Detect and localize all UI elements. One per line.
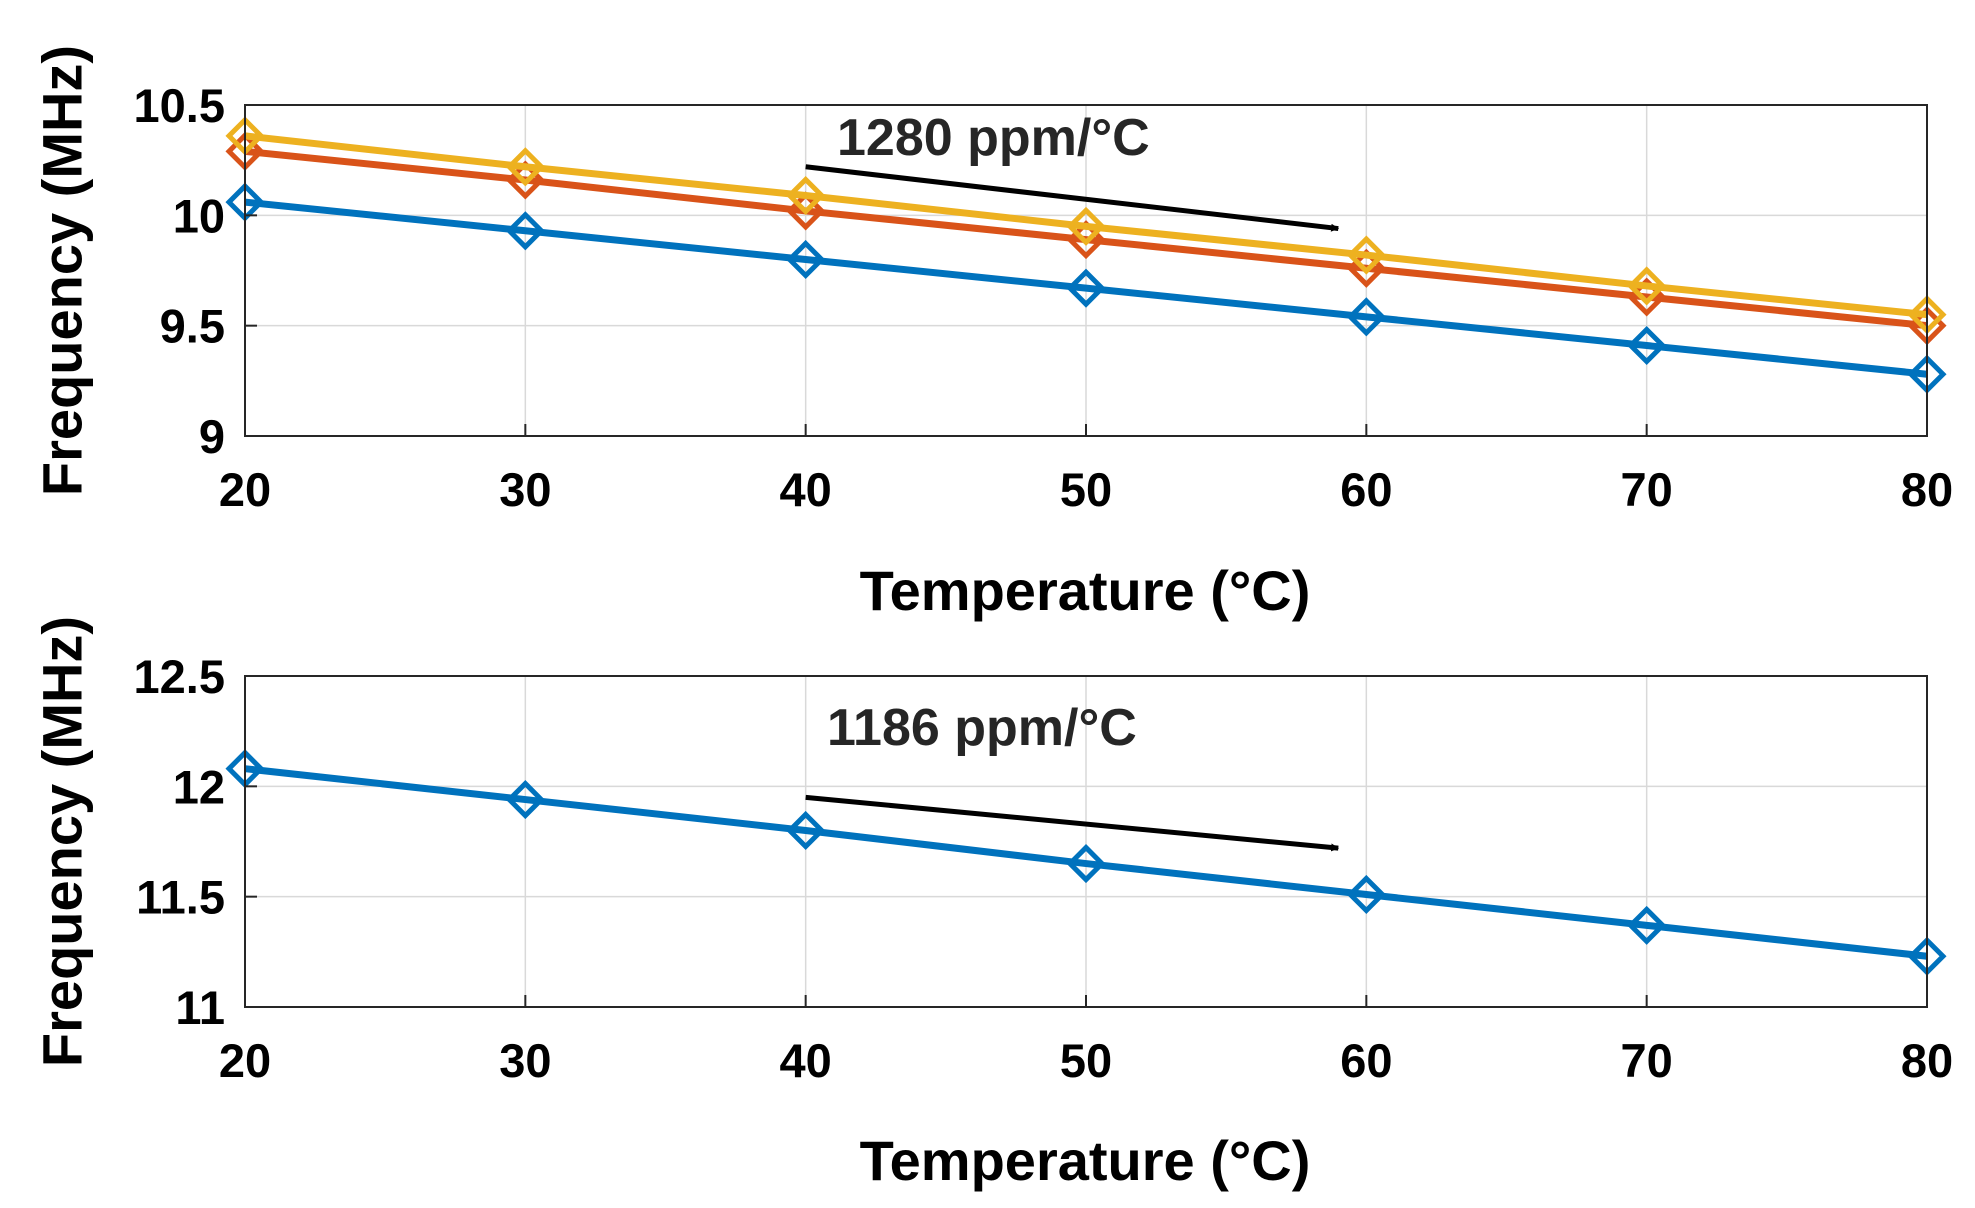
bottom-y-tick-label: 12.5 xyxy=(134,650,225,703)
top-series-0-point xyxy=(786,239,826,280)
bottom-x-axis-label: Temperature (°C) xyxy=(860,1129,1311,1192)
top-series-2-point xyxy=(1627,266,1667,306)
top-series-0-point xyxy=(1627,325,1667,366)
bottom-series-0-point xyxy=(1627,905,1667,945)
bottom-x-tick-label: 50 xyxy=(1060,1034,1112,1087)
bottom-series-0-point xyxy=(505,780,545,820)
top-series-0-point xyxy=(1066,268,1106,308)
bottom-series-group xyxy=(225,749,1947,976)
bottom-y-tick-label: 11.5 xyxy=(136,871,225,924)
top-x-tick-label: 80 xyxy=(1901,463,1953,516)
bottom-x-tick-label: 80 xyxy=(1901,1034,1953,1087)
top-y-ticks: 9 9.5 10 10.5 xyxy=(134,79,257,463)
top-x-tick-label: 50 xyxy=(1060,463,1112,516)
top-x-tick-label: 40 xyxy=(780,463,832,516)
top-series-2-point xyxy=(786,175,826,216)
top-x-tick-label: 30 xyxy=(499,463,551,516)
top-y-tick-label: 9.5 xyxy=(160,300,225,353)
top-x-tick-label: 60 xyxy=(1340,463,1392,516)
top-annotation-text: 1280 ppm/°C xyxy=(837,109,1150,167)
bottom-x-tick-label: 70 xyxy=(1621,1034,1673,1087)
bottom-x-tick-label: 30 xyxy=(499,1034,551,1087)
bottom-y-tick-label: 11 xyxy=(175,981,225,1034)
top-x-tick-label: 70 xyxy=(1621,463,1673,516)
top-series-2-line xyxy=(244,132,1928,319)
top-y-axis-label: Frequency (MHz) xyxy=(31,45,94,496)
top-plot-panel: 20 30 40 50 60 70 80 9 9.5 10 10.5 1280 ppm/°C Te… xyxy=(31,45,1954,622)
bottom-annotation-text: 1186 ppm/°C xyxy=(827,699,1137,757)
top-series-1-point xyxy=(786,191,826,231)
top-series-0-point xyxy=(505,211,545,251)
top-series-2-point xyxy=(1346,235,1386,275)
bottom-series-0-point xyxy=(786,810,826,851)
bottom-series-0-point xyxy=(1066,844,1106,884)
top-y-tick-label: 9 xyxy=(199,410,225,463)
bottom-series-0-line xyxy=(244,765,1928,960)
bottom-annotation-arrow xyxy=(805,794,1340,852)
bottom-y-axis-label: Frequency (MHz) xyxy=(31,616,94,1067)
top-x-axis-label: Temperature (°C) xyxy=(860,559,1311,622)
bottom-x-tick-label: 20 xyxy=(219,1034,271,1087)
bottom-y-tick-label: 12 xyxy=(173,760,225,813)
bottom-series-0-point xyxy=(1346,874,1386,914)
top-y-tick-label: 10.5 xyxy=(134,79,225,132)
top-annotation-arrow xyxy=(805,164,1340,232)
top-series-2-point xyxy=(1066,206,1106,246)
bottom-x-tick-label: 60 xyxy=(1340,1034,1392,1087)
top-series-0-line xyxy=(244,198,1928,378)
top-x-tick-label: 20 xyxy=(219,463,271,516)
bottom-x-tick-label: 40 xyxy=(780,1034,832,1087)
bottom-x-ticks: 20 30 40 50 60 70 80 xyxy=(219,995,1953,1087)
top-series-0-point xyxy=(1346,297,1386,337)
top-series-2-point xyxy=(505,147,545,187)
top-x-ticks: 20 30 40 50 60 70 80 xyxy=(219,424,1953,516)
bottom-y-ticks: 11 11.5 12 12.5 xyxy=(134,650,257,1034)
top-y-tick-label: 10 xyxy=(173,189,225,242)
